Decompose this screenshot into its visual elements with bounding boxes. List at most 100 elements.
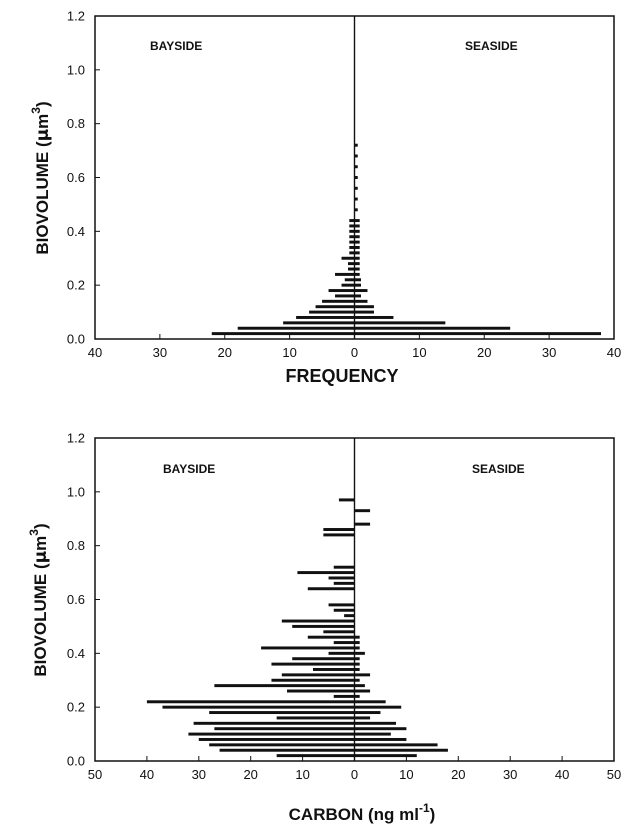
bayside-bar <box>271 678 355 682</box>
seaside-bar <box>354 635 360 639</box>
seaside-bar <box>354 283 361 287</box>
bayside-label: BAYSIDE <box>163 462 215 476</box>
y-axis-title-sup: 3 <box>29 107 43 114</box>
y-tick-label: 0.2 <box>67 700 85 715</box>
seaside-bar <box>354 509 371 513</box>
y-tick-label: 1.2 <box>67 9 85 24</box>
bayside-bar <box>328 289 355 293</box>
seaside-bar <box>354 235 360 239</box>
seaside-bar <box>354 668 360 671</box>
seaside-bar <box>354 705 402 709</box>
bayside-bar <box>309 310 355 314</box>
seaside-bar <box>354 684 365 688</box>
x-tick-label: 0 <box>351 767 358 782</box>
x-tick-label: 50 <box>88 767 102 782</box>
seaside-bar <box>354 229 360 233</box>
x-tick-label: 10 <box>399 767 413 782</box>
bayside-bar <box>323 630 355 634</box>
seaside-bar <box>354 305 374 309</box>
bayside-bar <box>276 754 355 758</box>
seaside-bar <box>354 748 448 752</box>
x-axis-title: FREQUENCY <box>285 366 398 386</box>
bayside-bar <box>341 256 355 260</box>
y-axis-title-main: BIOVOLUME ( <box>31 563 50 677</box>
bayside-bar <box>209 711 355 715</box>
seaside-bar <box>354 700 386 704</box>
y-axis-title: BIOVOLUME (μm3) <box>27 523 51 676</box>
y-axis-title-close: ) <box>31 523 50 529</box>
seaside-bar <box>354 310 374 314</box>
x-tick-label: 30 <box>503 767 517 782</box>
bayside-bar <box>349 219 355 223</box>
bayside-bar <box>296 315 355 319</box>
bayside-bar <box>281 619 355 623</box>
seaside-bar <box>354 272 360 276</box>
bayside-bar <box>349 246 355 249</box>
seaside-bar <box>354 219 360 223</box>
seaside-bar <box>354 262 360 266</box>
x-tick-label: 30 <box>542 345 556 360</box>
seaside-bar <box>354 662 360 666</box>
bayside-bar <box>349 229 355 233</box>
seaside-bar <box>354 224 360 228</box>
bayside-bar <box>287 689 355 693</box>
bayside-bar <box>348 267 355 271</box>
bayside-bar <box>261 646 355 650</box>
seaside-bar <box>354 641 360 645</box>
seaside-bar <box>354 657 360 661</box>
bayside-bar <box>349 235 355 239</box>
seaside-bar <box>354 186 358 190</box>
x-tick-label: 20 <box>451 767 465 782</box>
seaside-bar <box>354 326 511 330</box>
bayside-bar <box>328 603 355 607</box>
bayside-bar <box>344 278 355 282</box>
y-tick-label: 0.6 <box>67 170 85 185</box>
y-axis-title-sup: 3 <box>27 529 41 536</box>
bayside-bar <box>219 748 355 752</box>
x-tick-label: 40 <box>555 767 569 782</box>
bayside-bar <box>297 571 355 575</box>
bayside-bar <box>214 727 355 731</box>
seaside-bar <box>354 743 438 747</box>
y-tick-label: 1.0 <box>67 484 85 499</box>
seaside-bar <box>354 673 371 677</box>
seaside-bar <box>354 754 417 758</box>
y-tick-label: 1.2 <box>67 431 85 446</box>
bayside-bar <box>328 651 355 655</box>
seaside-bar <box>354 154 358 158</box>
x-axis-title: CARBON (ng ml-1) <box>289 801 436 824</box>
seaside-bar <box>354 176 358 179</box>
y-tick-label: 0.6 <box>67 592 85 607</box>
seaside-bar <box>354 208 358 212</box>
bayside-bar <box>328 576 355 580</box>
bayside-bar <box>214 684 355 688</box>
x-tick-label: 50 <box>607 767 621 782</box>
bayside-bar <box>344 614 355 618</box>
bayside-bar <box>323 528 355 531</box>
seaside-bar <box>354 315 394 319</box>
seaside-bar <box>354 732 391 736</box>
seaside-bar <box>354 294 361 298</box>
bayside-bar <box>341 283 355 287</box>
bayside-bar <box>322 299 355 303</box>
x-tick-label: 0 <box>351 345 358 360</box>
x-tick-label: 20 <box>218 345 232 360</box>
seaside-bar <box>354 716 371 720</box>
bayside-bar <box>283 321 355 325</box>
seaside-label: SEASIDE <box>472 462 525 476</box>
seaside-bar <box>354 694 360 698</box>
seaside-bar <box>354 721 397 725</box>
x-tick-label: 10 <box>412 345 426 360</box>
y-tick-label: 0.8 <box>67 538 85 553</box>
bayside-bar <box>333 581 355 585</box>
bayside-bar <box>333 641 355 645</box>
bayside-bar <box>193 721 355 725</box>
bayside-bar <box>312 668 355 671</box>
seaside-bar <box>354 332 602 336</box>
seaside-bar <box>354 689 371 693</box>
x-tick-label: 30 <box>153 345 167 360</box>
seaside-bar <box>354 646 360 650</box>
bayside-bar <box>335 272 355 276</box>
bayside-bar <box>333 608 355 612</box>
